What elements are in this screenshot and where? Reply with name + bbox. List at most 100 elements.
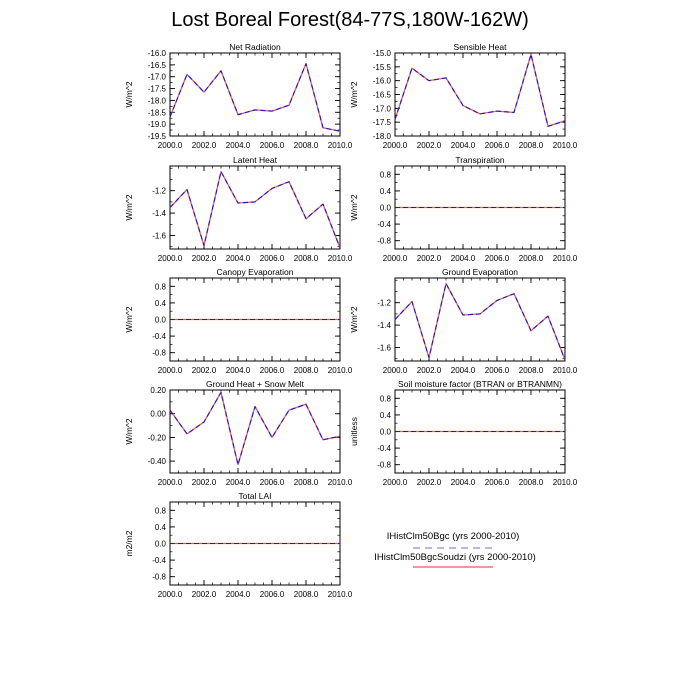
legend-label-1: IHistClm50BgcSoudzi (yrs 2000-2010) [374, 552, 536, 563]
y-axis-label: W/m^2 [349, 306, 359, 332]
y-tick-label: 0.00 [150, 410, 166, 419]
y-tick-label: -1.4 [152, 209, 166, 218]
x-tick-label: 2006.0 [485, 141, 510, 150]
x-tick-label: 2008.0 [294, 254, 319, 263]
y-tick-label: -1.6 [377, 344, 391, 353]
y-tick-label: -18.5 [148, 108, 167, 117]
x-tick-label: 2000.0 [383, 366, 408, 375]
y-axis-label: unitless [349, 417, 359, 446]
x-tick-label: 2008.0 [519, 141, 544, 150]
x-tick-label: 2006.0 [260, 366, 285, 375]
panel-2: 2000.0 2002.0 2004.0 2006.0 2008.0 2010.0 -15.… [349, 42, 578, 150]
y-tick-label: -1.6 [152, 232, 166, 241]
x-tick-label: 2002.0 [192, 590, 217, 599]
y-tick-label: 0.4 [155, 299, 167, 308]
panel-title: Transpiration [455, 155, 505, 165]
y-tick-label: 0.0 [155, 316, 167, 325]
panel-6: 2000.0 2002.0 2004.0 2006.0 2008.0 2010.0 -1.2… [349, 267, 578, 375]
y-axis-label: W/m^2 [124, 194, 134, 220]
x-tick-label: 2006.0 [260, 590, 285, 599]
legend-samples [413, 547, 493, 568]
series-line-2 [394, 53, 566, 127]
y-tick-label: -0.4 [377, 444, 391, 453]
y-tick-label: 0.8 [155, 282, 167, 291]
x-tick-label: 2010.0 [328, 590, 353, 599]
series-line-1 [169, 391, 341, 466]
x-tick-label: 2006.0 [485, 254, 510, 263]
panel-title: Sensible Heat [454, 42, 508, 52]
x-tick-label: 2006.0 [485, 366, 510, 375]
y-tick-label: -1.2 [377, 299, 391, 308]
y-axis-label: W/m^2 [124, 306, 134, 332]
panel-frame [394, 277, 566, 362]
y-tick-label: -0.8 [152, 573, 166, 582]
x-tick-label: 2010.0 [553, 478, 578, 487]
y-tick-label: -19.5 [148, 132, 167, 141]
x-tick-label: 2006.0 [485, 478, 510, 487]
y-tick-label: -16.0 [373, 77, 392, 86]
y-tick-label: -17.0 [373, 104, 392, 113]
y-tick-label: -16.0 [148, 49, 167, 58]
y-tick-label: -1.2 [152, 187, 166, 196]
x-tick-label: 2004.0 [451, 478, 476, 487]
y-tick-label: -16.5 [148, 61, 167, 70]
y-axis-label: W/m^2 [349, 81, 359, 107]
series-line-1 [169, 170, 341, 249]
y-tick-label: -1.4 [377, 321, 391, 330]
panel-title: Canopy Evaporation [216, 267, 293, 277]
x-tick-label: 2004.0 [451, 366, 476, 375]
y-tick-label: 0.8 [380, 170, 392, 179]
x-tick-label: 2010.0 [328, 141, 353, 150]
y-tick-label: -0.4 [152, 332, 166, 341]
x-tick-label: 2002.0 [192, 254, 217, 263]
x-tick-label: 2010.0 [328, 366, 353, 375]
x-tick-label: 2004.0 [451, 254, 476, 263]
panel-5: 2000.0 2002.0 2004.0 2006.0 2008.0 2010.0 0.8 0… [124, 267, 353, 375]
panel-title: Soil moisture factor (BTRAN or BTRANMN) [398, 379, 562, 389]
x-tick-label: 2008.0 [294, 478, 319, 487]
panel-9: 2000.0 2002.0 2004.0 2006.0 2008.0 2010.0 0.8 0… [124, 491, 353, 599]
x-tick-label: 2002.0 [417, 366, 442, 375]
y-tick-label: 0.4 [155, 523, 167, 532]
y-axis-label: m2/m2 [124, 530, 134, 556]
x-tick-label: 2010.0 [553, 254, 578, 263]
y-tick-label: -0.4 [152, 556, 166, 565]
panel-frame [169, 389, 341, 474]
x-tick-label: 2000.0 [158, 141, 183, 150]
y-tick-label: -15.5 [373, 63, 392, 72]
y-tick-label: -19.0 [148, 120, 167, 129]
panel-frame [169, 165, 341, 250]
y-axis-label: W/m^2 [124, 81, 134, 107]
x-tick-label: 2004.0 [226, 254, 251, 263]
panel-title: Net Radiation [229, 42, 281, 52]
x-tick-label: 2000.0 [158, 254, 183, 263]
x-tick-label: 2002.0 [192, 478, 217, 487]
series-line-2 [169, 63, 341, 132]
y-tick-label: -0.8 [377, 237, 391, 246]
panel-1: 2000.0 2002.0 2004.0 2006.0 2008.0 2010.0 -16.… [124, 42, 353, 150]
series-line-1 [169, 63, 341, 132]
y-tick-label: -17.0 [148, 73, 167, 82]
x-tick-label: 2004.0 [226, 141, 251, 150]
panel-3: 2000.0 2002.0 2004.0 2006.0 2008.0 2010.0 -1.2… [124, 155, 353, 263]
y-tick-label: 0.8 [380, 394, 392, 403]
panel-title: Latent Heat [233, 155, 278, 165]
y-tick-label: -17.5 [373, 118, 392, 127]
x-tick-label: 2004.0 [226, 478, 251, 487]
panel-title: Ground Heat + Snow Melt [206, 379, 305, 389]
y-tick-label: -16.5 [373, 91, 392, 100]
x-tick-label: 2004.0 [226, 590, 251, 599]
x-tick-label: 2000.0 [383, 141, 408, 150]
y-axis-label: W/m^2 [124, 418, 134, 444]
y-tick-label: 0.4 [380, 187, 392, 196]
legend-label-0: IHistClm50Bgc (yrs 2000-2010) [386, 531, 520, 542]
figure-title: Lost Boreal Forest(84-77S,180W-162W) [171, 9, 529, 31]
x-tick-label: 2008.0 [294, 366, 319, 375]
series-line-2 [169, 171, 341, 249]
x-tick-label: 2008.0 [519, 478, 544, 487]
x-tick-label: 2004.0 [451, 141, 476, 150]
x-tick-label: 2002.0 [417, 254, 442, 263]
x-tick-label: 2008.0 [294, 590, 319, 599]
panel-title: Ground Evaporation [442, 267, 518, 277]
